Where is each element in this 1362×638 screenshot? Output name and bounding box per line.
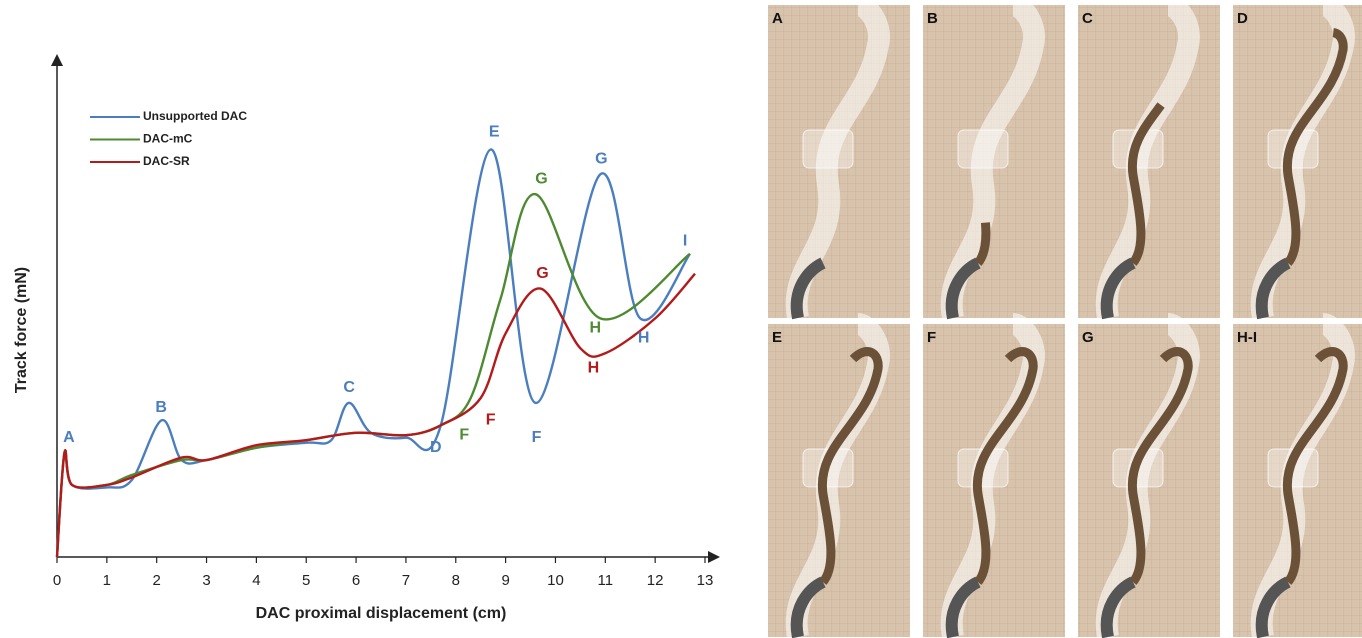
photo-panel: A: [768, 5, 910, 318]
photo-panel: H-I: [1233, 324, 1362, 637]
legend-label: DAC-mC: [143, 132, 193, 146]
photo-panel: E: [768, 324, 910, 637]
x-tick-label: 12: [647, 572, 664, 589]
x-tick-label: 1: [103, 572, 111, 589]
panel-label: H-I: [1237, 329, 1257, 346]
x-axis-title: DAC proximal displacement (cm): [256, 605, 507, 622]
x-tick-label: 10: [547, 572, 564, 589]
clamp: [958, 130, 1008, 168]
legend-label: Unsupported DAC: [143, 109, 247, 123]
photo-panel: F: [923, 324, 1065, 637]
x-tick-label: 7: [402, 572, 410, 589]
x-tick-label: 13: [697, 572, 714, 589]
annotation: I: [683, 233, 687, 250]
photo-panel: C: [1078, 5, 1220, 318]
annotation: H: [590, 320, 602, 337]
panel-label: D: [1237, 10, 1248, 27]
x-tick-label: 11: [598, 572, 614, 589]
photo-panel: D: [1233, 5, 1362, 318]
legend-label: DAC-SR: [143, 154, 190, 168]
clamp: [803, 130, 853, 168]
annotation: H: [588, 359, 600, 376]
annotation: F: [459, 426, 469, 443]
data-line: [57, 274, 695, 557]
panel-label: C: [1082, 10, 1093, 27]
annotation: E: [489, 123, 500, 140]
annotation: G: [595, 151, 607, 168]
panel-label: F: [927, 329, 936, 346]
annotation: F: [486, 412, 496, 429]
x-tick-label: 2: [153, 572, 161, 589]
x-tick-label: 5: [302, 572, 310, 589]
photo-panel: G: [1078, 324, 1220, 637]
photo-panel: B: [923, 5, 1065, 318]
panel-label: G: [1082, 329, 1094, 346]
annotation: G: [536, 265, 548, 282]
x-tick-label: 8: [452, 572, 460, 589]
annotation: F: [532, 429, 542, 446]
panel-label: E: [772, 329, 782, 346]
data-line: [57, 149, 690, 557]
figure: DAC proximal displacement (cm) Track for…: [0, 0, 1362, 638]
y-axis-title: Track force (mN): [13, 267, 30, 393]
annotation: A: [63, 429, 75, 446]
x-tick-label: 3: [202, 572, 210, 589]
panel-label: B: [927, 10, 938, 27]
x-tick-label: 4: [252, 572, 260, 589]
x-tick-label: 0: [53, 572, 61, 589]
annotation: B: [155, 399, 167, 416]
annotation: H: [638, 330, 650, 347]
annotation: G: [535, 170, 547, 187]
panel-label: A: [772, 10, 783, 27]
x-tick-label: 6: [352, 572, 360, 589]
annotation: D: [430, 439, 442, 456]
plot: DAC proximal displacement (cm) Track for…: [13, 60, 714, 622]
annotation: C: [343, 379, 355, 396]
x-tick-label: 9: [501, 572, 509, 589]
photo-panels: A B C D E F G H-I: [768, 5, 1362, 637]
